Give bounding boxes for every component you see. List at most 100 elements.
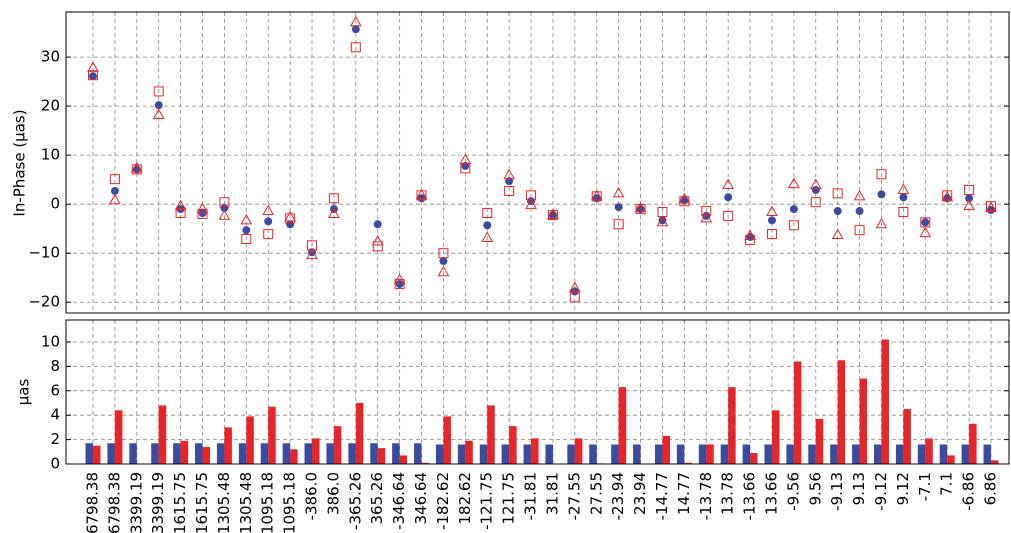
bar xyxy=(173,443,181,464)
bar xyxy=(903,409,911,464)
bar xyxy=(457,444,466,464)
x-tick-label: -31.81 xyxy=(522,472,540,520)
point xyxy=(87,61,99,72)
x-tick-label: -6.86 xyxy=(960,472,978,511)
point xyxy=(262,204,275,216)
point xyxy=(809,178,822,190)
point xyxy=(635,204,646,215)
point xyxy=(919,226,932,238)
point xyxy=(131,164,142,175)
bar xyxy=(961,444,970,464)
point xyxy=(766,229,777,240)
point xyxy=(921,218,930,227)
point xyxy=(897,183,910,194)
point xyxy=(154,101,163,110)
point xyxy=(875,217,888,229)
point xyxy=(547,208,559,219)
x-tick-label: 121.75 xyxy=(500,472,518,524)
point xyxy=(176,205,185,214)
point xyxy=(658,216,667,225)
bar xyxy=(435,444,444,464)
bar xyxy=(698,444,707,464)
point xyxy=(833,207,842,216)
point xyxy=(724,193,733,202)
bar xyxy=(618,387,627,464)
bar xyxy=(589,444,597,464)
y-axis-label: μas xyxy=(15,379,33,406)
x-tick-label: 6798.38 xyxy=(105,472,123,533)
point xyxy=(831,228,844,240)
bar xyxy=(523,444,532,464)
bar xyxy=(355,402,364,464)
point xyxy=(306,248,318,260)
x-tick-label: 365.26 xyxy=(368,472,386,525)
x-tick-label: 182.62 xyxy=(456,472,474,525)
y-tick-label: 0 xyxy=(50,195,60,213)
bar xyxy=(684,462,692,464)
bar xyxy=(706,444,714,464)
point xyxy=(941,190,954,202)
x-tick-label: -23.94 xyxy=(609,472,627,520)
bar xyxy=(377,448,386,464)
point xyxy=(263,229,274,240)
bar xyxy=(260,443,269,464)
point xyxy=(832,188,843,199)
point xyxy=(723,210,734,221)
bar xyxy=(917,444,926,464)
x-tick-label: 31.81 xyxy=(543,472,561,515)
point xyxy=(678,192,691,204)
point xyxy=(242,226,251,235)
point xyxy=(569,281,581,292)
point xyxy=(350,42,361,53)
bar xyxy=(399,455,408,464)
x-tick-label: -9.13 xyxy=(828,472,846,511)
y-tick-label: −20 xyxy=(28,293,60,311)
x-tick-label: -27.55 xyxy=(565,472,583,520)
bar xyxy=(939,444,948,464)
x-tick-label: -365.26 xyxy=(346,472,364,530)
y-tick-label: 10 xyxy=(41,146,60,164)
bar xyxy=(392,443,400,464)
point xyxy=(700,211,713,223)
bar xyxy=(414,443,422,464)
point xyxy=(569,292,580,303)
point xyxy=(328,193,339,204)
point xyxy=(876,169,887,180)
point xyxy=(351,25,360,34)
point xyxy=(744,229,756,241)
x-tick-label: 23.94 xyxy=(631,472,649,515)
bar xyxy=(180,440,189,464)
point xyxy=(88,70,98,81)
point xyxy=(483,221,492,230)
y-tick-label: 2 xyxy=(50,430,60,448)
y-tick-label: 6 xyxy=(50,381,60,399)
x-tick-label: 6798.38 xyxy=(84,472,102,533)
bar xyxy=(742,444,751,464)
bar xyxy=(764,444,772,464)
x-tick-label: 7.1 xyxy=(938,472,956,496)
bar xyxy=(479,444,488,464)
x-tick-label: 1615.75 xyxy=(193,472,211,533)
point xyxy=(284,210,296,222)
bar xyxy=(85,443,93,464)
bar xyxy=(333,426,342,464)
bar xyxy=(676,444,685,464)
point xyxy=(855,207,864,216)
y-tick-label: −10 xyxy=(28,244,60,262)
point xyxy=(130,161,143,173)
point xyxy=(766,205,778,217)
bar xyxy=(654,444,663,464)
point xyxy=(788,177,800,189)
x-tick-label: 3399.19 xyxy=(127,472,145,533)
point xyxy=(415,188,428,200)
bar xyxy=(771,410,780,464)
x-tick-label: -7.1 xyxy=(916,472,934,501)
x-tick-label: 6.86 xyxy=(982,472,1000,505)
plot-frame xyxy=(65,319,1010,465)
bar xyxy=(567,444,575,464)
bar xyxy=(282,443,291,464)
point xyxy=(196,202,209,214)
point xyxy=(612,186,625,198)
point xyxy=(174,199,187,211)
bar xyxy=(487,405,495,464)
